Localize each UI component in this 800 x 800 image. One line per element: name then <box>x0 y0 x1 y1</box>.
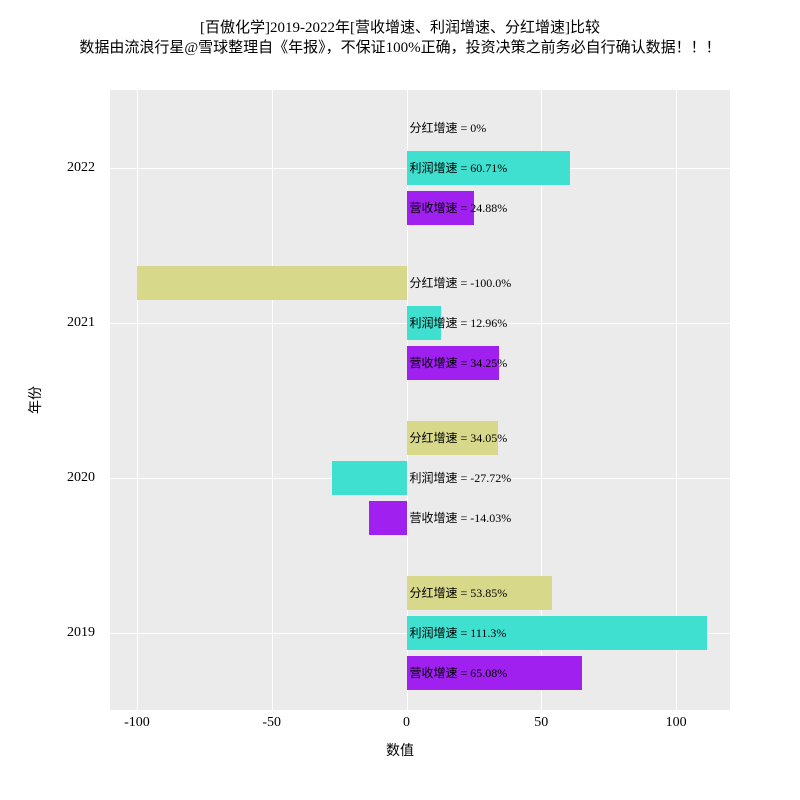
chart-title: [百傲化学]2019-2022年[营收增速、利润增速、分红增速]比较 数据由流浪… <box>0 18 800 59</box>
bar-dividend <box>137 266 407 300</box>
x-tick-label: -100 <box>124 715 150 731</box>
y-tick-label: 2021 <box>0 315 95 331</box>
bar-label-dividend: 分红增速 = 0% <box>410 111 487 145</box>
gridline-v <box>137 90 138 710</box>
title-line-1: [百傲化学]2019-2022年[营收增速、利润增速、分红增速]比较 <box>200 20 600 36</box>
plot-area: 分红增速 = 53.85% 利润增速 = 111.3% 营收增速 = 65.08% 分… <box>110 90 730 710</box>
bar-label-revenue: 营收增速 = 34.25% <box>410 346 508 380</box>
x-tick-label: -50 <box>262 715 281 731</box>
bar-label-revenue: 营收增速 = 65.08% <box>410 656 508 690</box>
bar-label-revenue: 营收增速 = 24.88% <box>410 191 508 225</box>
bar-label-dividend: 分红增速 = -100.0% <box>410 266 512 300</box>
bar-revenue <box>369 501 407 535</box>
bar-label-profit: 利润增速 = -27.72% <box>410 461 512 495</box>
bar-label-dividend: 分红增速 = 34.05% <box>410 421 508 455</box>
bar-label-profit: 利润增速 = 111.3% <box>410 616 507 650</box>
bar-label-dividend: 分红增速 = 53.85% <box>410 576 508 610</box>
bar-label-profit: 利润增速 = 60.71% <box>410 151 508 185</box>
y-tick-label: 2020 <box>0 470 95 486</box>
x-tick-label: 0 <box>403 715 410 731</box>
bar-profit <box>332 461 407 495</box>
x-tick-label: 50 <box>534 715 548 731</box>
bar-label-revenue: 营收增速 = -14.03% <box>410 501 512 535</box>
y-tick-label: 2022 <box>0 160 95 176</box>
y-axis-title: 年份 <box>25 386 45 414</box>
y-tick-label: 2019 <box>0 625 95 641</box>
title-line-2: 数据由流浪行星@雪球整理自《年报》，不保证100%正确，投资决策之前务必自行确认… <box>79 40 720 56</box>
gridline-v <box>272 90 273 710</box>
bar-label-profit: 利润增速 = 12.96% <box>410 306 508 340</box>
x-axis-title: 数值 <box>0 740 800 760</box>
x-tick-label: 100 <box>666 715 687 731</box>
